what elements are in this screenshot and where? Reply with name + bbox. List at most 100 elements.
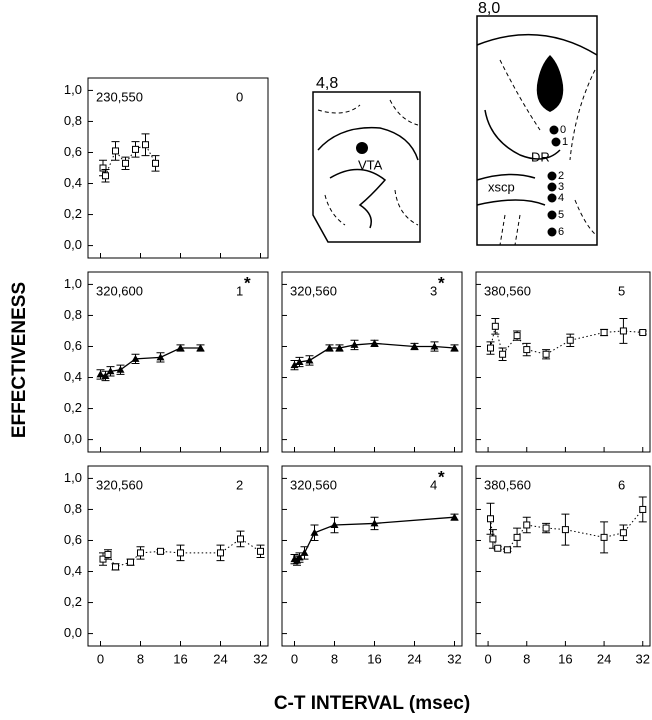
data-point (196, 344, 205, 352)
y-tick-label: 0,4 (64, 369, 82, 384)
data-point (450, 513, 459, 521)
data-point (217, 549, 224, 557)
panel: 0 8 16 24 32 320,560 4 * C-T INTERVAL (msec) (274, 465, 470, 714)
data-point (177, 549, 184, 557)
data-point (523, 521, 531, 529)
x-tick-label: 32 (447, 651, 461, 666)
panel-title: 320,560 (96, 477, 143, 492)
panel-title: 320,560 (290, 283, 337, 298)
site-dot (547, 227, 557, 237)
y-tick-label: 1,0 (64, 276, 82, 291)
data-point (132, 145, 139, 153)
aqueduct (536, 55, 564, 112)
data-point (370, 519, 379, 527)
y-tick-label: 0,8 (64, 113, 82, 128)
boundary (317, 99, 419, 226)
series-line (100, 347, 201, 377)
data-point (142, 141, 149, 149)
series-line (102, 538, 261, 568)
data-point (499, 350, 507, 358)
data-point (96, 370, 105, 378)
x-tick-label: 8 (523, 651, 530, 666)
data-point (157, 547, 164, 555)
data-point (542, 524, 550, 532)
data-point (112, 563, 119, 571)
data-point (305, 356, 314, 364)
panel-title: 380,560 (484, 283, 531, 298)
data-point (523, 346, 531, 354)
x-tick-label: 24 (213, 651, 227, 666)
site-label: 5 (558, 209, 564, 221)
site-label: 6 (558, 226, 564, 238)
data-point (350, 340, 359, 348)
site-label: 4 (558, 192, 564, 204)
data-point (639, 329, 647, 337)
data-point (176, 344, 185, 352)
significance-mark: * (244, 273, 251, 292)
data-point (101, 371, 110, 379)
data-point (104, 550, 112, 558)
x-tick-label: 8 (331, 651, 338, 666)
data-point (116, 365, 125, 373)
data-point (600, 533, 608, 541)
site-dot (547, 193, 557, 203)
data-point (310, 528, 319, 536)
data-point (330, 520, 339, 528)
structure-label: DR (531, 149, 550, 164)
y-axis-label: EFFECTIVENESS (9, 282, 30, 438)
section-label: 8,0 (478, 0, 500, 17)
data-point (489, 535, 497, 543)
site-markers (547, 125, 561, 237)
data-point (122, 159, 129, 167)
data-point (542, 350, 550, 358)
plot-frame (475, 465, 651, 647)
data-point (300, 548, 309, 556)
x-tick-label: 8 (137, 651, 144, 666)
y-tick-label: 0,6 (64, 532, 82, 547)
x-tick-label: 16 (558, 651, 572, 666)
data-point (450, 344, 459, 352)
panel-label: 6 (618, 477, 625, 492)
x-tick-label: 32 (636, 651, 650, 666)
data-point (152, 159, 159, 167)
y-tick-label: 1,0 (64, 82, 82, 97)
data-point (112, 147, 119, 155)
data-point (410, 342, 419, 350)
site-dot (547, 182, 557, 192)
data-point (156, 353, 165, 361)
x-tick-label: 24 (407, 651, 421, 666)
data-point (131, 354, 140, 362)
tract (476, 33, 598, 160)
site-label: 0 (560, 124, 566, 136)
data-point (295, 358, 304, 365)
site-dot (547, 171, 557, 181)
x-tick-label: 0 (291, 651, 298, 666)
series-line (102, 144, 156, 178)
y-tick-label: 0,2 (64, 400, 82, 415)
data-point (513, 332, 521, 340)
y-tick-label: 0,2 (64, 594, 82, 609)
panel-label: 0 (236, 89, 243, 104)
plot-frame (281, 465, 463, 647)
data-point (257, 547, 264, 555)
y-tick-label: 1,0 (64, 470, 82, 485)
site-label: 2 (558, 170, 564, 182)
data-point (619, 327, 627, 335)
x-tick-label: 16 (367, 651, 381, 666)
panel: 0 8 16 24 32 380,560 6 (475, 465, 651, 666)
panel-label: 5 (618, 283, 625, 298)
data-point (102, 172, 109, 180)
x-axis-label: C-T INTERVAL (msec) (274, 693, 470, 714)
data-point (335, 344, 344, 352)
data-point (494, 544, 502, 552)
y-tick-label: 0,4 (64, 563, 82, 578)
data-point (99, 164, 107, 172)
y-tick-label: 0,8 (64, 501, 82, 516)
y-tick-label: 0,2 (64, 206, 82, 221)
structure-label: xscp (488, 179, 515, 194)
panel-title: 320,560 (290, 477, 337, 492)
significance-mark: * (438, 467, 445, 486)
x-tick-label: 24 (597, 651, 611, 666)
section-diagram: 0 1 2 3 4 5 6 8,0 DR xscp (476, 0, 598, 246)
